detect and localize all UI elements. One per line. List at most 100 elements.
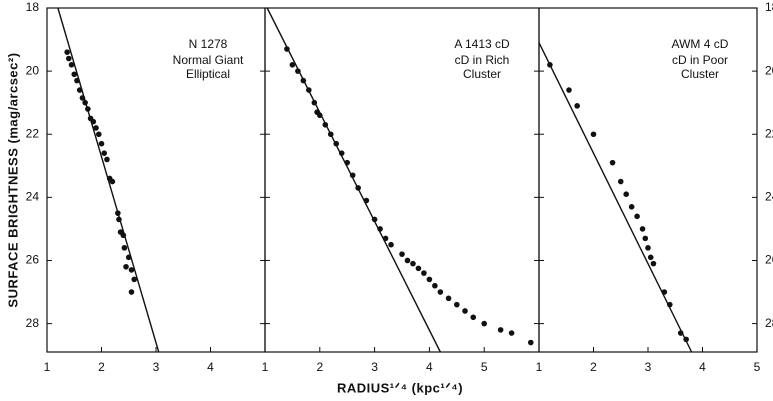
data-point: [104, 156, 110, 163]
data-point: [410, 260, 416, 267]
y-tick-label: 24: [26, 190, 40, 204]
data-point: [74, 77, 80, 84]
x-tick-label: 1: [536, 360, 543, 374]
data-point: [371, 216, 378, 223]
x-tick-label: 3: [371, 360, 378, 374]
data-point: [90, 118, 97, 125]
x-tick-label: 2: [98, 360, 105, 374]
x-tick-label: 1: [44, 360, 51, 374]
panel-annotation: cD in Poor: [672, 53, 728, 67]
data-point: [470, 314, 477, 321]
y-tick-label: 22: [26, 126, 40, 140]
x-tick-label: 1: [262, 360, 269, 374]
data-point: [109, 178, 116, 185]
data-point: [93, 125, 99, 131]
data-point: [68, 62, 75, 68]
panel-annotation: Elliptical: [186, 67, 230, 81]
data-point: [432, 282, 438, 289]
data-point: [609, 159, 616, 166]
data-point: [415, 265, 422, 272]
data-point: [642, 235, 649, 242]
data-point: [128, 267, 135, 273]
data-point: [377, 226, 383, 232]
data-point: [344, 159, 351, 166]
x-tick-label: 4: [207, 360, 214, 374]
y-tick-label: 20: [765, 63, 773, 77]
x-tick-label: 5: [481, 360, 488, 374]
data-point: [645, 245, 651, 251]
data-point: [404, 257, 411, 264]
data-point: [454, 301, 460, 308]
data-point: [300, 77, 307, 84]
data-point: [481, 320, 488, 327]
data-point: [462, 308, 468, 314]
data-point: [683, 336, 689, 343]
panel-annotation: Cluster: [463, 67, 501, 81]
data-point: [349, 172, 356, 179]
data-point: [445, 295, 452, 302]
data-point: [101, 150, 108, 156]
y-tick-label: 18: [26, 0, 40, 14]
y-tick-label: 28: [765, 316, 773, 330]
data-point: [79, 95, 86, 101]
data-point: [116, 216, 122, 223]
data-point: [317, 112, 323, 119]
data-point: [327, 131, 334, 138]
panel-annotation: Normal Giant: [173, 53, 244, 67]
data-point: [311, 99, 318, 106]
data-point: [508, 330, 515, 336]
x-tick-label: 2: [316, 360, 323, 374]
data-point: [284, 46, 290, 52]
x-tick-label: 3: [645, 360, 652, 374]
x-tick-label: 4: [699, 360, 706, 374]
data-point: [617, 178, 624, 185]
data-point: [639, 226, 646, 232]
y-tick-label: 20: [26, 63, 40, 77]
data-point: [667, 301, 673, 308]
data-point: [677, 330, 684, 336]
data-point: [363, 197, 370, 204]
data-point: [64, 49, 70, 55]
data-point: [661, 289, 668, 295]
data-point: [527, 339, 534, 346]
fit-line: [266, 7, 441, 353]
data-point: [333, 140, 340, 147]
panel-annotation: AWM 4 cD: [672, 37, 729, 51]
y-axis-label: SURFACE BRIGHTNESS (mag/arcsec²): [5, 52, 20, 307]
data-point: [497, 327, 504, 333]
data-point: [98, 140, 105, 147]
data-point: [355, 185, 361, 191]
panel-annotation: N 1278: [189, 37, 228, 51]
data-point: [128, 289, 135, 295]
data-point: [120, 232, 127, 239]
data-point: [590, 131, 597, 138]
data-point: [115, 210, 121, 216]
data-point: [76, 87, 83, 93]
data-point: [566, 87, 572, 93]
x-axis-label: RADIUS¹ᐟ⁴ (kpc¹ᐟ⁴): [337, 380, 463, 395]
data-point: [547, 62, 553, 68]
data-point: [125, 254, 132, 261]
x-tick-label: 3: [153, 360, 160, 374]
data-point: [121, 245, 128, 251]
data-point: [95, 131, 102, 138]
data-point: [306, 87, 312, 93]
data-point: [85, 106, 91, 112]
data-point: [634, 213, 640, 220]
data-point: [338, 150, 345, 156]
panel-annotation: Cluster: [681, 67, 719, 81]
data-point: [382, 235, 389, 242]
y-tick-label: 28: [26, 316, 40, 330]
y-tick-label: 22: [765, 126, 773, 140]
x-tick-label: 2: [590, 360, 597, 374]
data-point: [628, 204, 635, 210]
data-point: [623, 191, 629, 198]
y-tick-label: 26: [765, 253, 773, 267]
data-point: [289, 62, 296, 68]
data-point: [399, 251, 405, 257]
panel-annotation: cD in Rich: [455, 53, 510, 67]
data-point: [131, 276, 137, 283]
y-tick-label: 18: [765, 0, 773, 14]
fit-line: [538, 42, 693, 353]
